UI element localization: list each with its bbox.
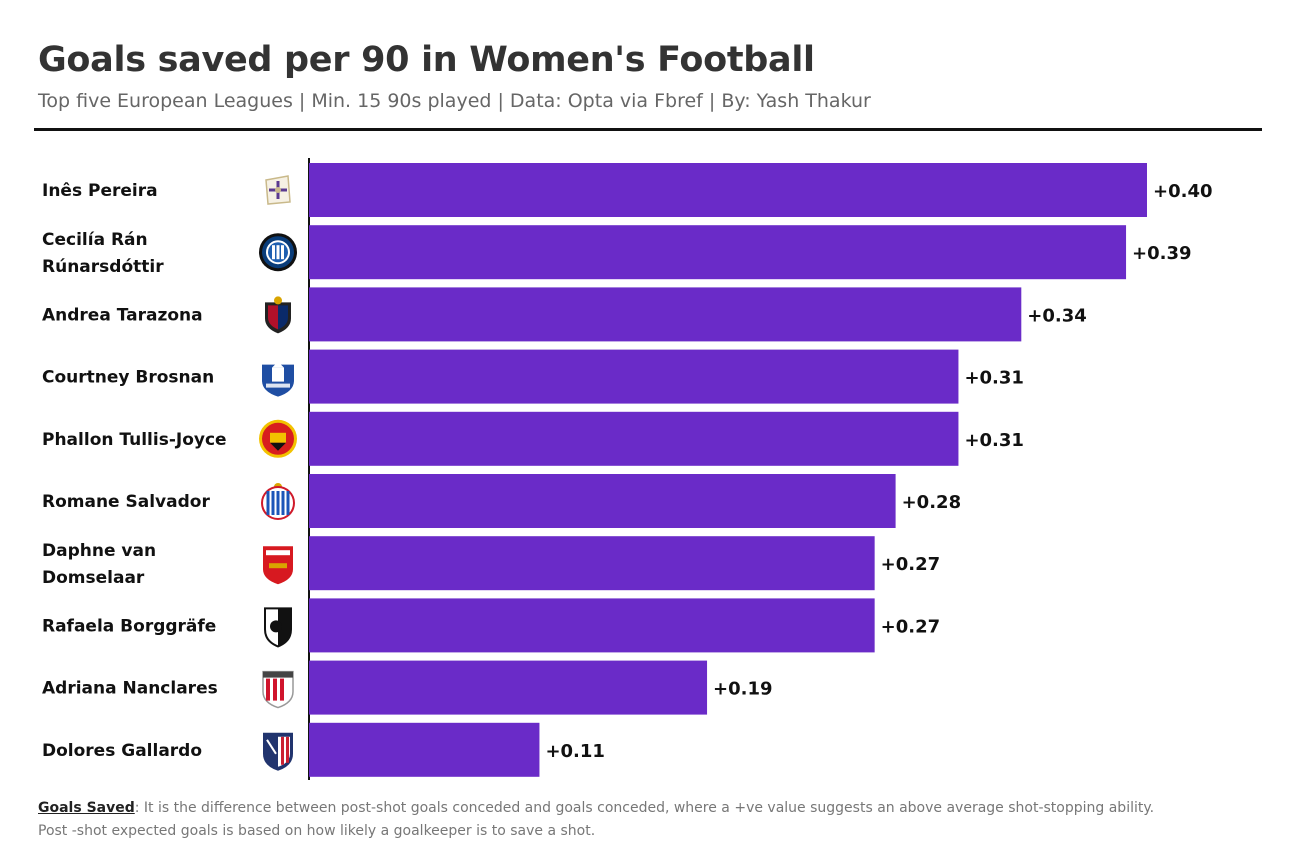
freiburg-badge	[264, 607, 292, 648]
data-label-8: +0.27	[881, 616, 941, 637]
data-label-5: +0.31	[964, 430, 1024, 451]
bar-4	[309, 349, 959, 404]
bar-1	[309, 163, 1147, 217]
data-label-1: +0.40	[1153, 181, 1213, 202]
deportivo-badge	[265, 175, 291, 205]
chart-title: Goals saved per 90 in Women's Football	[38, 40, 815, 80]
data-label-2: +0.39	[1132, 243, 1192, 264]
inter-badge	[259, 233, 297, 272]
man-united-badge	[259, 419, 297, 458]
data-label-4: +0.31	[964, 368, 1024, 389]
category-label-6: Romane Salvador	[42, 492, 210, 512]
footnote-text-2: Post -shot expected goals is based on ho…	[38, 823, 596, 839]
data-label-10: +0.11	[545, 741, 605, 762]
footnote-term: Goals Saved	[38, 800, 135, 816]
title-divider	[34, 128, 1262, 131]
data-label-3: +0.34	[1027, 305, 1087, 326]
category-label-4: Courtney Brosnan	[42, 368, 214, 388]
data-label-6: +0.28	[902, 492, 962, 513]
everton-badge	[262, 361, 294, 397]
atletico-badge	[263, 732, 293, 771]
espanyol-badge	[261, 483, 295, 520]
bar-6	[309, 474, 896, 528]
footnote: Goals Saved: It is the difference betwee…	[38, 797, 1268, 843]
category-label-1: Inês Pereira	[42, 181, 158, 201]
category-label-9: Adriana Nanclares	[42, 679, 218, 699]
data-label-9: +0.19	[713, 679, 773, 700]
bar-2	[309, 225, 1127, 280]
bar-8	[309, 598, 875, 653]
bar-7	[309, 536, 875, 591]
category-label-7: Daphne van Domselaar	[42, 541, 156, 588]
category-label-5: Phallon Tullis-Joyce	[42, 430, 227, 450]
footnote-text: : It is the difference between post-shot…	[134, 800, 1155, 816]
athletic-badge	[262, 670, 294, 709]
bar-9	[309, 660, 708, 715]
bar-10	[309, 722, 540, 777]
arsenal-badge	[263, 546, 293, 585]
bar-5	[309, 411, 959, 466]
category-label-2: Cecilía Rán Rúnarsdóttir	[42, 230, 164, 277]
category-label-3: Andrea Tarazona	[42, 305, 203, 325]
category-label-10: Dolores Gallardo	[42, 741, 202, 761]
chart-subtitle: Top five European Leagues | Min. 15 90s …	[38, 90, 871, 112]
category-label-8: Rafaela Borggräfe	[42, 616, 216, 636]
bar-3	[309, 287, 1022, 342]
data-label-7: +0.27	[881, 554, 941, 575]
levante-badge	[265, 296, 291, 334]
